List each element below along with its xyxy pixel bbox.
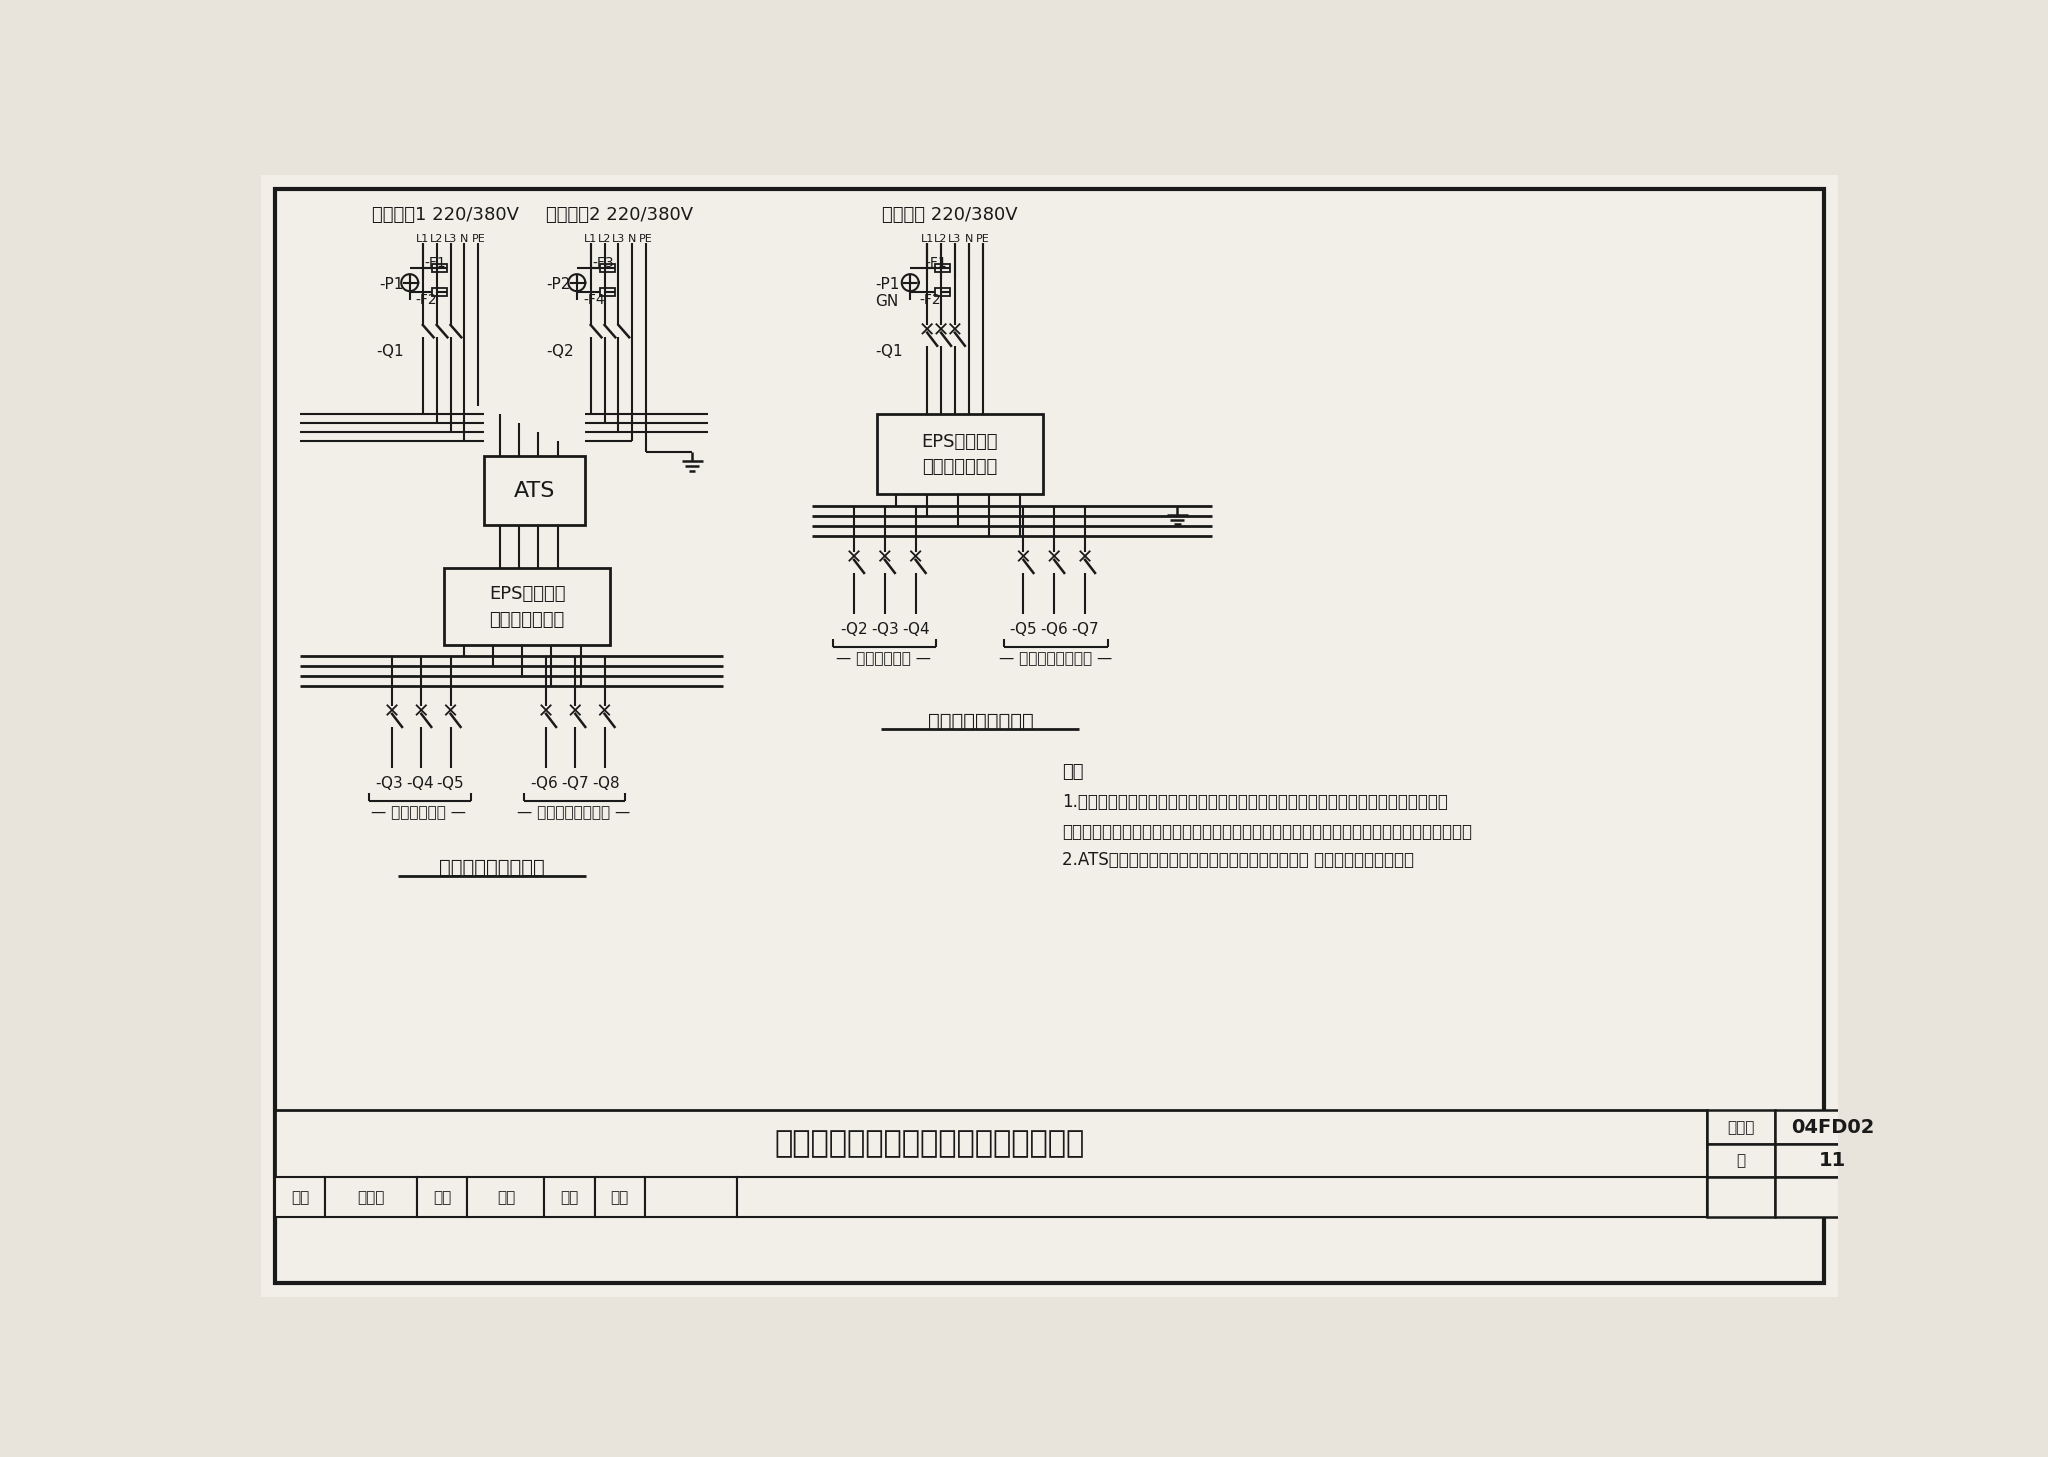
Bar (444, 568, 610, 644)
Text: -Q3: -Q3 (870, 622, 899, 637)
Text: 图集号: 图集号 (1726, 1120, 1755, 1135)
Text: -Q6: -Q6 (530, 775, 559, 791)
Text: PE: PE (639, 233, 653, 243)
Text: 校对: 校对 (434, 1190, 451, 1205)
Text: -Q4: -Q4 (901, 622, 930, 637)
Bar (877, 414, 1042, 494)
Text: 1.当战时一级负荷仅有应急照明、通信报警设备等少量用电负荷时，可利用蓄电池组做: 1.当战时一级负荷仅有应急照明、通信报警设备等少量用电负荷时，可利用蓄电池组做 (1063, 794, 1448, 812)
Text: -Q2: -Q2 (547, 344, 573, 360)
Bar (326, 1177, 418, 1218)
Bar (600, 264, 614, 272)
Bar (545, 1177, 594, 1218)
Text: 11: 11 (1819, 1151, 1847, 1170)
Text: PE: PE (975, 233, 989, 243)
Text: -Q1: -Q1 (877, 344, 903, 360)
Text: -F2: -F2 (416, 293, 436, 307)
Text: L2: L2 (598, 233, 610, 243)
Text: -Q2: -Q2 (840, 622, 868, 637)
Text: 杨维迅: 杨维迅 (358, 1190, 385, 1205)
Text: 市电电源 220/380V: 市电电源 220/380V (883, 205, 1018, 224)
Text: -Q6: -Q6 (1040, 622, 1069, 637)
Text: L3: L3 (948, 233, 961, 243)
Text: 罗洁: 罗洁 (498, 1190, 516, 1205)
Text: N: N (461, 233, 469, 243)
Bar (1708, 1144, 1776, 1177)
Text: 04FD02: 04FD02 (1792, 1118, 1874, 1136)
Text: -Q7: -Q7 (561, 775, 590, 791)
Text: GN: GN (877, 294, 899, 309)
Text: L1: L1 (584, 233, 598, 243)
Text: — 应急照明用电 —: — 应急照明用电 — (371, 804, 467, 820)
Text: ATS: ATS (514, 481, 555, 501)
Text: 2.ATS双电源转换开关具有手动、自动两种转换方式 可根据使用需要选择。: 2.ATS双电源转换开关具有手动、自动两种转换方式 可根据使用需要选择。 (1063, 851, 1413, 870)
Text: 小型区域内部电源，其连续供电时间应与隔绝防护时间相一致，并应优先选用免维护型电池。: 小型区域内部电源，其连续供电时间应与隔绝防护时间相一致，并应优先选用免维护型电池… (1063, 823, 1473, 841)
Text: 供电系统方案（一）: 供电系统方案（一） (438, 858, 545, 877)
Text: -P1: -P1 (379, 277, 403, 293)
Text: 容量由设计决定: 容量由设计决定 (489, 610, 565, 629)
Bar (1708, 1110, 1776, 1144)
Text: 注：: 注： (1063, 762, 1083, 781)
Text: N: N (965, 233, 973, 243)
Bar (1776, 1110, 1890, 1144)
Text: -Q1: -Q1 (377, 344, 403, 360)
Text: EPS蓄电池柜: EPS蓄电池柜 (922, 433, 997, 452)
Bar (645, 1177, 737, 1218)
Bar (934, 264, 950, 272)
Text: — 通信报警设备用电 —: — 通信报警设备用电 — (999, 651, 1112, 666)
Text: L1: L1 (416, 233, 430, 243)
Bar (467, 1177, 545, 1218)
Bar (485, 456, 584, 525)
Text: -P2: -P2 (547, 277, 571, 293)
Text: 审核: 审核 (291, 1190, 309, 1205)
Bar (418, 1177, 467, 1218)
Text: L2: L2 (934, 233, 948, 243)
Text: -Q8: -Q8 (592, 775, 621, 791)
Text: 市电电源1 220/380V: 市电电源1 220/380V (373, 205, 520, 224)
Bar (737, 1177, 1708, 1218)
Bar (432, 264, 446, 272)
Text: -Q5: -Q5 (436, 775, 465, 791)
Text: -F3: -F3 (592, 256, 614, 271)
Text: -Q3: -Q3 (375, 775, 403, 791)
Text: N: N (629, 233, 637, 243)
Text: PE: PE (471, 233, 485, 243)
Text: 市电电源2 220/380V: 市电电源2 220/380V (545, 205, 692, 224)
Text: — 通信报警设备用电 —: — 通信报警设备用电 — (516, 804, 631, 820)
Text: L3: L3 (612, 233, 625, 243)
Text: L1: L1 (920, 233, 934, 243)
Text: L2: L2 (430, 233, 442, 243)
Bar (1708, 1177, 1776, 1218)
Text: 供电系统方案（二）: 供电系统方案（二） (928, 712, 1034, 731)
Bar (600, 288, 614, 296)
Text: -F1: -F1 (424, 256, 446, 271)
Text: 容量由设计决定: 容量由设计决定 (922, 459, 997, 476)
Text: EPS蓄电池柜: EPS蓄电池柜 (489, 586, 565, 603)
Text: — 应急照明用电 —: — 应急照明用电 — (836, 651, 930, 666)
Bar (1776, 1144, 1890, 1177)
Bar (1776, 1177, 1890, 1218)
Text: 利用蓄电池组作区域内部电源供电方案: 利用蓄电池组作区域内部电源供电方案 (774, 1129, 1085, 1158)
Bar (432, 288, 446, 296)
Text: 方磊: 方磊 (610, 1190, 629, 1205)
Text: -P1: -P1 (877, 277, 899, 293)
Text: -F1: -F1 (926, 256, 948, 271)
Text: 页: 页 (1737, 1152, 1745, 1169)
Bar (274, 1177, 326, 1218)
Text: L3: L3 (444, 233, 457, 243)
Text: 设计: 设计 (561, 1190, 580, 1205)
Text: -Q4: -Q4 (406, 775, 434, 791)
Bar (934, 288, 950, 296)
Bar (594, 1177, 645, 1218)
Bar (274, 1110, 1708, 1177)
Text: -F4: -F4 (584, 293, 604, 307)
Text: -Q5: -Q5 (1010, 622, 1036, 637)
Text: -Q7: -Q7 (1071, 622, 1100, 637)
Text: -F2: -F2 (920, 293, 942, 307)
